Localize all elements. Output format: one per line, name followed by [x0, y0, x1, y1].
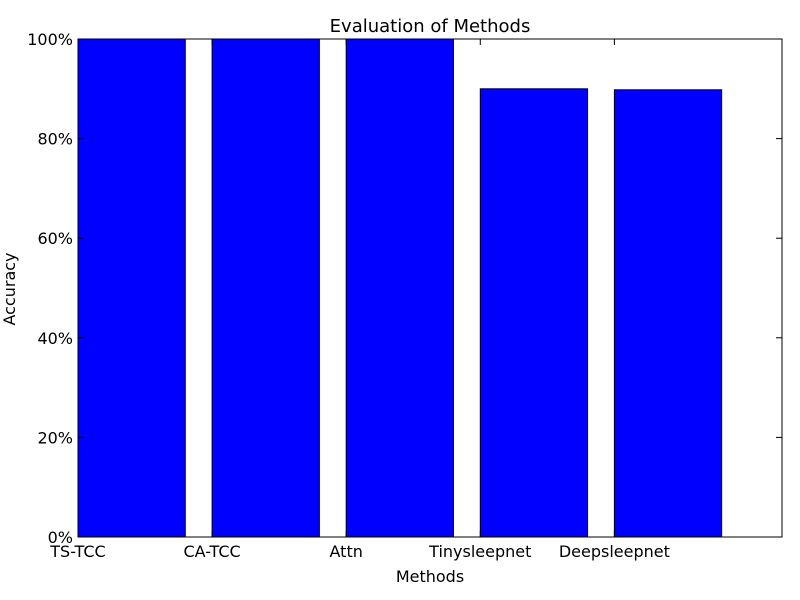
- bar-ts-tcc: [77, 38, 186, 538]
- x-tick-label: Deepsleepnet: [559, 542, 670, 561]
- plot-frame: [77, 38, 783, 538]
- bar-deepsleepnet: [613, 89, 723, 538]
- chart-title: Evaluation of Methods: [330, 16, 531, 37]
- x-tick-label: Attn: [330, 542, 363, 561]
- x-tick-label: TS-TCC: [49, 542, 105, 561]
- bars-group: [77, 38, 723, 538]
- y-tick-label: 60%: [37, 229, 73, 248]
- x-tick-label: CA-TCC: [183, 542, 240, 561]
- y-tick-label: 20%: [37, 428, 73, 447]
- x-axis-label: Methods: [396, 567, 464, 586]
- y-tick-label: 80%: [37, 130, 73, 149]
- y-axis-label: Accuracy: [0, 252, 19, 325]
- y-tick-label: 40%: [37, 329, 73, 348]
- y-tick-label: 0%: [48, 528, 73, 547]
- bar-ca-tcc: [211, 38, 320, 538]
- y-tick-label: 100%: [27, 30, 73, 49]
- y-ticks-group: 0% 20% 40% 60% 80% 100%: [27, 30, 782, 547]
- bar-tinysleepnet: [479, 88, 589, 538]
- bar-attn: [345, 38, 454, 538]
- x-tick-label: Tinysleepnet: [428, 542, 531, 561]
